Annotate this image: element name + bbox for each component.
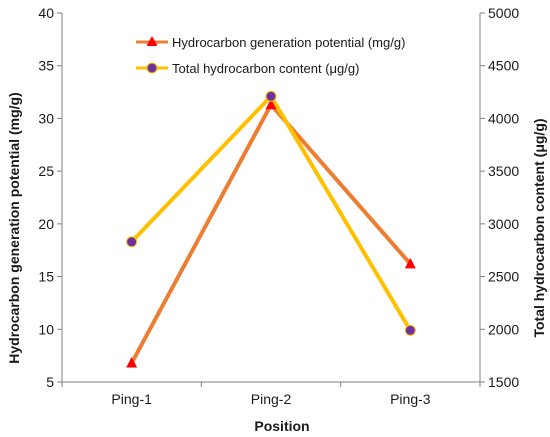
axes (61, 13, 481, 383)
left-tick-label: 25 (38, 163, 54, 179)
right-axis-title: Total hydrocarbon content (μg/g) (531, 118, 547, 337)
x-tick-label: Ping-2 (251, 391, 292, 407)
left-tick-label: 40 (38, 5, 54, 21)
right-tick-label: 4500 (488, 58, 519, 74)
x-tick-label: Ping-3 (390, 391, 431, 407)
data-point-total-hydrocarbon (265, 90, 277, 102)
data-point-total-hydrocarbon (126, 236, 138, 248)
data-point-generation-potential (265, 98, 277, 110)
right-tick-label: 3000 (488, 216, 519, 232)
x-axis-title: Position (254, 418, 309, 434)
legend-marker-circle (146, 62, 158, 74)
right-axis-ticks: 1500 2000 2500 3000 3500 4000 4500 5000 (480, 5, 519, 390)
series-lines (129, 94, 413, 364)
left-tick-label: 35 (38, 58, 54, 74)
data-point-generation-potential (126, 357, 138, 368)
left-tick-label: 20 (38, 216, 54, 232)
right-tick-label: 5000 (488, 5, 519, 21)
series-markers (126, 90, 416, 368)
left-tick-label: 15 (38, 269, 54, 285)
left-axis-title: Hydrocarbon generation potential (mg/g) (6, 92, 22, 363)
left-tick-label: 30 (38, 110, 54, 126)
legend-item-generation-potential: Hydrocarbon generation potential (mg/g) (136, 35, 405, 50)
x-tick-label: Ping-1 (111, 391, 152, 407)
data-point-total-hydrocarbon (404, 324, 416, 336)
right-tick-label: 3500 (488, 163, 519, 179)
data-point-generation-potential (404, 257, 416, 269)
left-axis-ticks: 5 10 15 20 25 30 35 40 (38, 5, 62, 390)
right-tick-label: 1500 (488, 374, 519, 390)
left-tick-label: 5 (46, 374, 54, 390)
legend-label-total-hydrocarbon: Total hydrocarbon content (μg/g) (172, 61, 359, 76)
legend-label-generation-potential: Hydrocarbon generation potential (mg/g) (172, 35, 405, 50)
legend-item-total-hydrocarbon: Total hydrocarbon content (μg/g) (136, 61, 359, 76)
right-tick-label: 2500 (488, 269, 519, 285)
series-line-generation-potential (129, 102, 412, 364)
legend-marker-triangle (146, 36, 158, 46)
right-tick-label: 2000 (488, 321, 519, 337)
left-tick-label: 10 (38, 321, 54, 337)
x-axis-ticks: Ping-1 Ping-2 Ping-3 (61, 382, 481, 407)
right-tick-label: 4000 (488, 110, 519, 126)
legend: Hydrocarbon generation potential (mg/g) … (136, 35, 405, 76)
